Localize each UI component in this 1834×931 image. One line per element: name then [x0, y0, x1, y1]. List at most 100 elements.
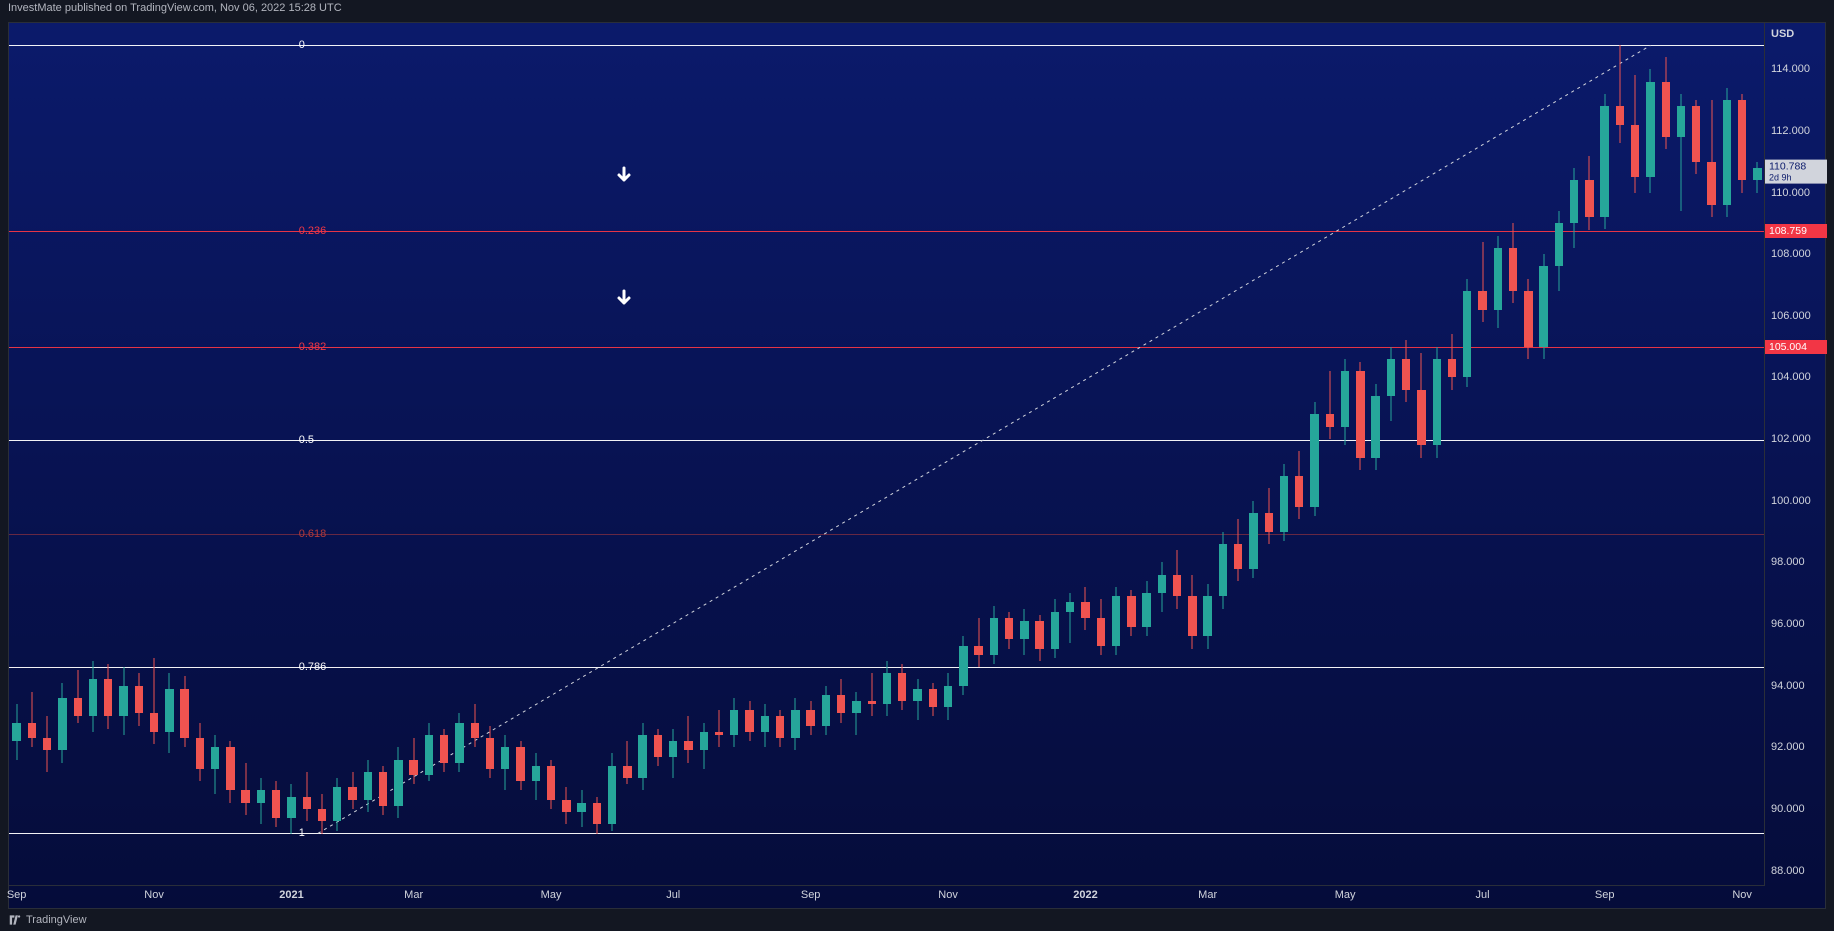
- candle: [333, 23, 341, 886]
- candle: [104, 23, 112, 886]
- candle: [28, 23, 36, 886]
- candle: [669, 23, 677, 886]
- candle: [654, 23, 662, 886]
- candle: [944, 23, 952, 886]
- candle: [1173, 23, 1181, 886]
- x-tick: Nov: [144, 889, 164, 901]
- candle: [547, 23, 555, 886]
- x-tick: Jul: [666, 889, 680, 901]
- candle: [1600, 23, 1608, 886]
- candle: [1646, 23, 1654, 886]
- candle: [1524, 23, 1532, 886]
- candle: [1738, 23, 1746, 886]
- candle: [883, 23, 891, 886]
- candle: [1478, 23, 1486, 886]
- y-tick: 92.000: [1771, 741, 1805, 753]
- x-tick: Mar: [404, 889, 423, 901]
- x-tick: 2021: [279, 889, 303, 901]
- y-tick: 102.000: [1771, 433, 1811, 445]
- candle: [1417, 23, 1425, 886]
- candle: [1494, 23, 1502, 886]
- candle: [852, 23, 860, 886]
- x-tick: May: [1335, 889, 1356, 901]
- candle: [898, 23, 906, 886]
- candle: [1371, 23, 1379, 886]
- candle: [1753, 23, 1761, 886]
- candle: [1356, 23, 1364, 886]
- candle: [440, 23, 448, 886]
- candle: [868, 23, 876, 886]
- candle: [806, 23, 814, 886]
- candle: [1219, 23, 1227, 886]
- candle: [58, 23, 66, 886]
- y-tick: 104.000: [1771, 371, 1811, 383]
- candle: [501, 23, 509, 886]
- candle: [1631, 23, 1639, 886]
- candle: [684, 23, 692, 886]
- candle: [761, 23, 769, 886]
- x-tick: Jul: [1475, 889, 1489, 901]
- candle: [196, 23, 204, 886]
- candle: [1539, 23, 1547, 886]
- x-axis[interactable]: SepNov2021MarMayJulSepNov2022MarMayJulSe…: [9, 885, 1765, 908]
- candle: [379, 23, 387, 886]
- candle: [715, 23, 723, 886]
- candle: [348, 23, 356, 886]
- publish-header: InvestMate published on TradingView.com,…: [0, 0, 1834, 24]
- candle: [165, 23, 173, 886]
- candle: [1341, 23, 1349, 886]
- chart-plot[interactable]: 00.2360.3820.50.6180.7861: [9, 23, 1765, 886]
- y-tick: 106.000: [1771, 310, 1811, 322]
- candle: [1677, 23, 1685, 886]
- candle: [638, 23, 646, 886]
- y-axis[interactable]: USD 88.00090.00092.00094.00096.00098.000…: [1764, 23, 1825, 886]
- candle: [1509, 23, 1517, 886]
- candle: [791, 23, 799, 886]
- y-tick: 94.000: [1771, 680, 1805, 692]
- price-badge: 110.7882d 9h: [1765, 160, 1827, 184]
- candle: [1387, 23, 1395, 886]
- candle: [1035, 23, 1043, 886]
- candle: [1203, 23, 1211, 886]
- x-tick: May: [541, 889, 562, 901]
- candle: [623, 23, 631, 886]
- x-tick: 2022: [1073, 889, 1097, 901]
- candle: [577, 23, 585, 886]
- publish-text: InvestMate published on TradingView.com,…: [8, 2, 342, 14]
- candle: [1127, 23, 1135, 886]
- candle: [974, 23, 982, 886]
- candle: [1265, 23, 1273, 886]
- candle: [1051, 23, 1059, 886]
- candle: [776, 23, 784, 886]
- y-tick: 112.000: [1771, 125, 1810, 137]
- candle: [409, 23, 417, 886]
- y-tick: 96.000: [1771, 618, 1805, 630]
- y-tick: 88.000: [1771, 865, 1805, 877]
- y-tick: 110.000: [1771, 187, 1810, 199]
- candle: [486, 23, 494, 886]
- candle: [1005, 23, 1013, 886]
- axis-currency-label: USD: [1771, 28, 1794, 40]
- candle: [929, 23, 937, 886]
- candle: [257, 23, 265, 886]
- x-tick: Sep: [1595, 889, 1615, 901]
- candle: [1249, 23, 1257, 886]
- candle: [1723, 23, 1731, 886]
- chart-frame[interactable]: 00.2360.3820.50.6180.7861 USD 88.00090.0…: [8, 22, 1826, 909]
- candle: [180, 23, 188, 886]
- footer-brand: TradingView: [26, 914, 87, 926]
- candle: [89, 23, 97, 886]
- candle: [1188, 23, 1196, 886]
- candle: [730, 23, 738, 886]
- candle: [1433, 23, 1441, 886]
- candle: [1402, 23, 1410, 886]
- x-tick: Nov: [1732, 889, 1752, 901]
- candle: [959, 23, 967, 886]
- candle: [364, 23, 372, 886]
- candle: [1066, 23, 1074, 886]
- y-tick: 98.000: [1771, 556, 1805, 568]
- candle: [1081, 23, 1089, 886]
- candle: [837, 23, 845, 886]
- candle: [562, 23, 570, 886]
- candle: [211, 23, 219, 886]
